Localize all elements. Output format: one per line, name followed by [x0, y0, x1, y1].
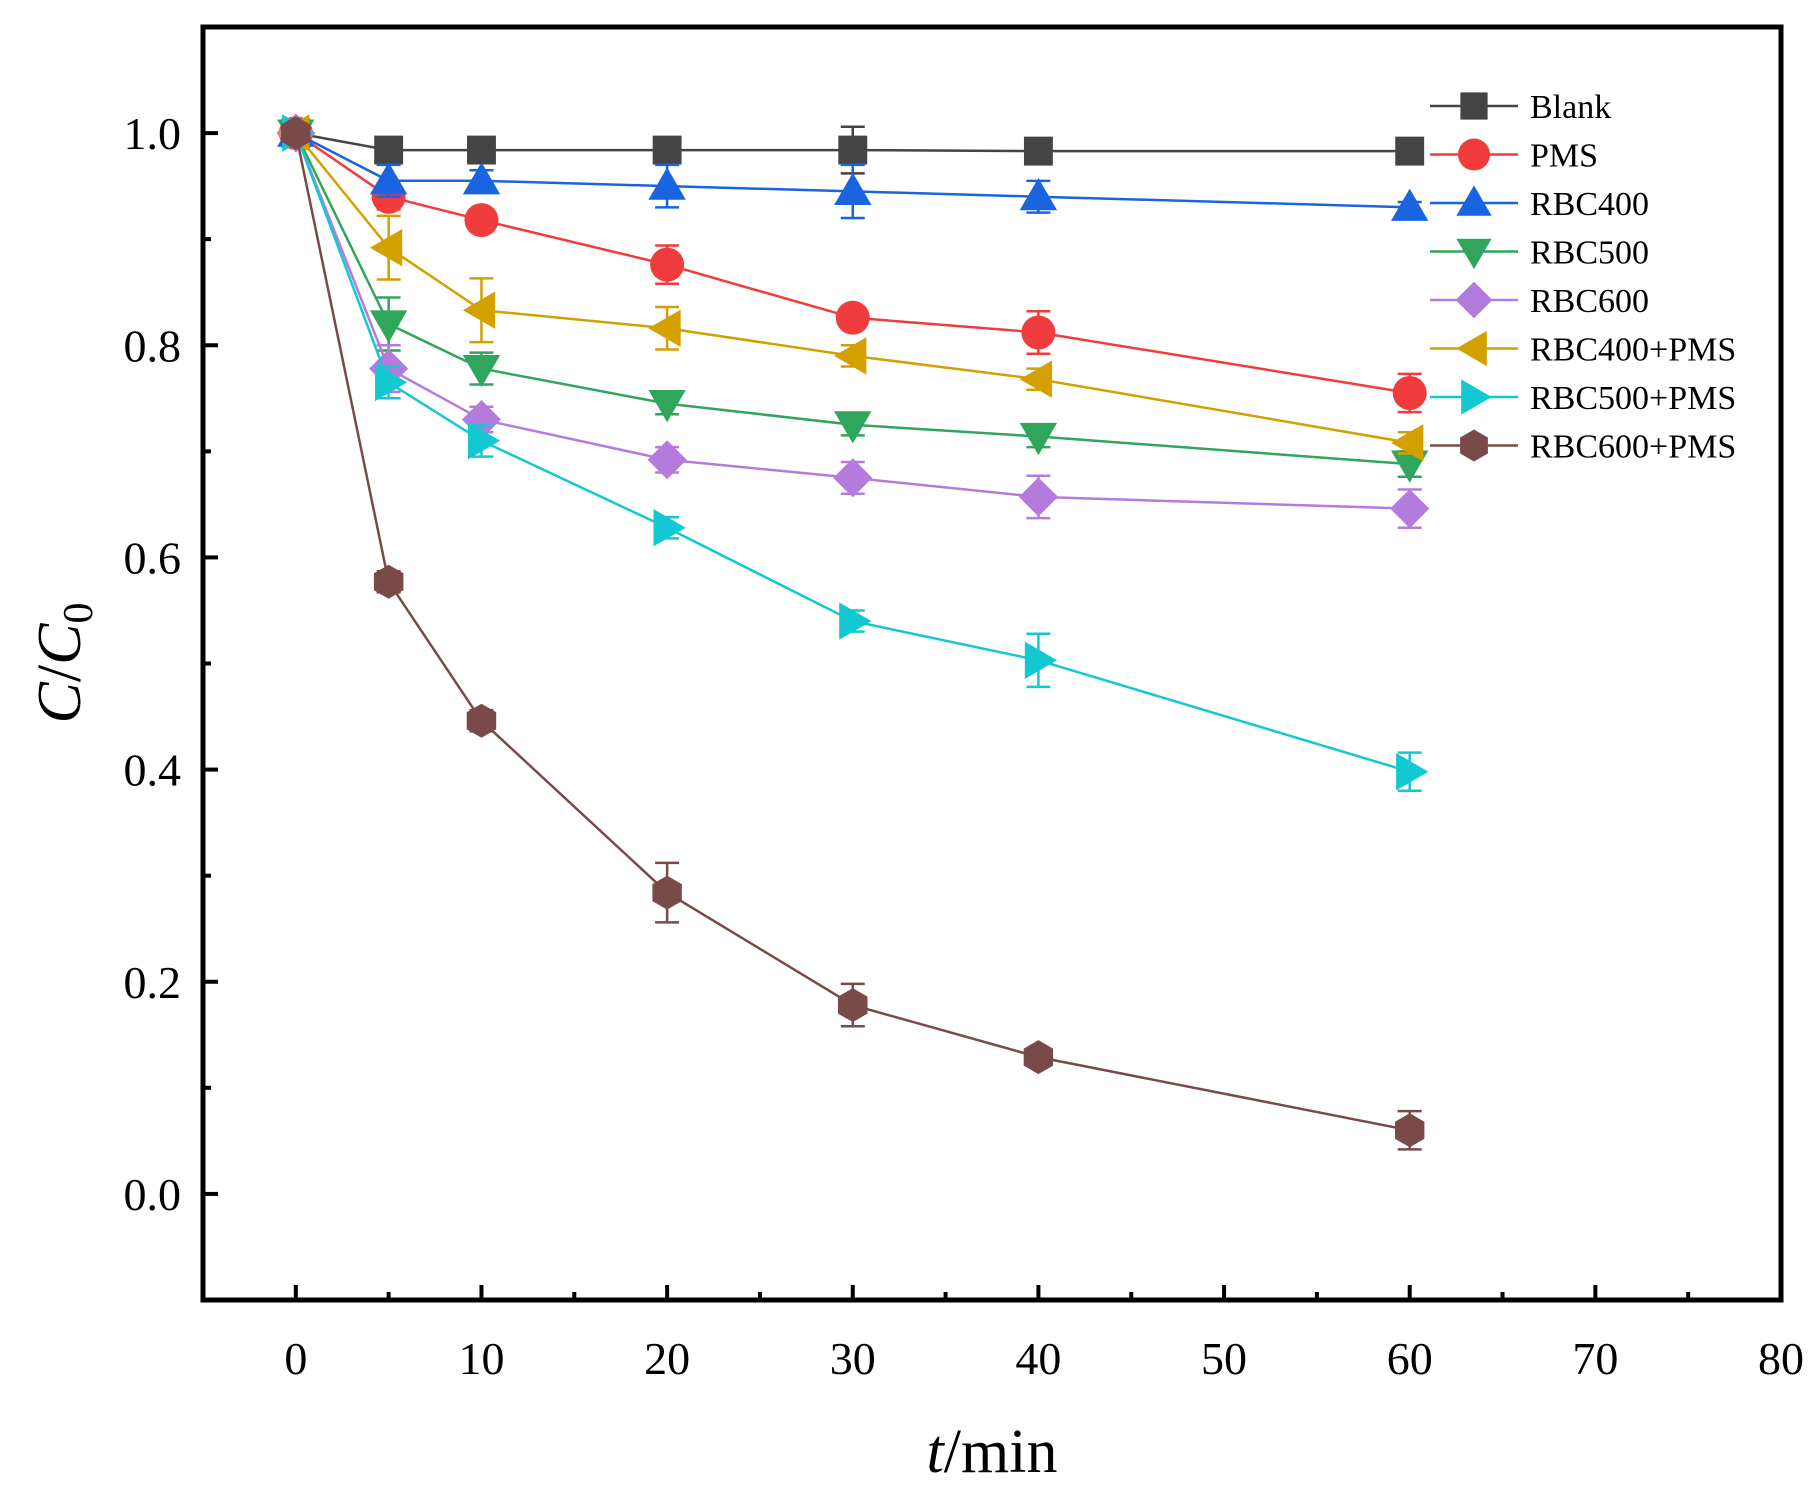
- legend-item: Blank: [1430, 89, 1611, 126]
- data-point: [1019, 360, 1052, 398]
- series-rbc500-plus-pms: [282, 114, 1429, 793]
- legend-label: Blank: [1530, 89, 1611, 126]
- data-point: [652, 875, 682, 910]
- legend-marker: [1458, 138, 1490, 171]
- data-point: [838, 988, 868, 1023]
- legend-label: RBC600: [1530, 283, 1649, 320]
- legend-marker: [1460, 429, 1488, 462]
- data-point: [1019, 178, 1058, 211]
- x-tick-label: 30: [830, 1333, 876, 1384]
- y-tick-label: 1.0: [124, 108, 182, 159]
- legend-marker: [1455, 281, 1493, 319]
- ticks-layer: 0 10 20 30 40 50 60 70 80 0.0 0.2 0.4 0.6 0.8 1.0: [124, 108, 1805, 1384]
- x-tick-label: 50: [1201, 1333, 1247, 1384]
- legend-marker: [1456, 330, 1487, 367]
- data-point: [647, 440, 687, 480]
- data-point: [1024, 641, 1058, 679]
- data-point: [281, 116, 311, 151]
- data-point: [1019, 422, 1058, 456]
- data-point: [648, 167, 686, 200]
- y-axis-label: C/C0: [26, 603, 102, 724]
- legend-item: RBC500: [1430, 235, 1649, 272]
- data-point: [467, 422, 501, 460]
- y-tick-label: 0.4: [124, 745, 182, 796]
- legend-marker: [1461, 379, 1492, 415]
- series-rbc400: [277, 114, 1429, 221]
- legend-label: RBC500: [1530, 235, 1649, 272]
- legend-label: RBC500+PMS: [1530, 380, 1736, 417]
- data-point: [648, 390, 686, 423]
- data-point: [839, 602, 872, 640]
- data-point: [462, 355, 501, 388]
- x-axis-label: t/min: [927, 1418, 1058, 1485]
- data-point: [462, 162, 501, 195]
- data-point: [1395, 136, 1425, 166]
- data-point: [375, 363, 408, 402]
- data-point: [648, 309, 681, 347]
- data-point: [650, 247, 685, 282]
- data-point: [653, 509, 686, 547]
- legend-label: RBC400+PMS: [1530, 332, 1736, 369]
- legend-marker: [1460, 92, 1488, 120]
- data-point: [373, 564, 404, 599]
- legend-marker: [1456, 185, 1492, 216]
- legend-item: PMS: [1430, 138, 1598, 175]
- legend-item: RBC600: [1430, 281, 1649, 320]
- data-point: [838, 135, 868, 165]
- data-point: [461, 400, 501, 440]
- data-point: [467, 135, 496, 165]
- y-tick-label: 0.0: [124, 1169, 182, 1220]
- x-tick-label: 60: [1387, 1333, 1433, 1384]
- data-point: [1392, 375, 1427, 410]
- data-point: [835, 300, 870, 335]
- legend-marker: [1456, 238, 1492, 270]
- data-point: [1023, 136, 1053, 166]
- legend: Blank PMS RBC400 RBC500 RBC600 RBC400+PMS RBC5…: [1430, 89, 1736, 466]
- legend-label: RBC400: [1530, 186, 1649, 223]
- data-point: [369, 162, 408, 195]
- series-layer: [276, 113, 1430, 1151]
- series-rbc500: [277, 119, 1429, 483]
- data-point: [1396, 753, 1429, 791]
- data-point: [834, 411, 872, 444]
- data-point: [1391, 188, 1429, 221]
- y-tick-label: 0.8: [124, 320, 182, 371]
- data-point: [1018, 477, 1058, 517]
- data-point: [833, 458, 873, 498]
- legend-item: RBC600+PMS: [1430, 429, 1736, 466]
- data-point: [369, 229, 403, 267]
- legend-label: PMS: [1530, 138, 1598, 175]
- series-rbc400-plus-pms: [277, 114, 1424, 462]
- data-point: [834, 172, 872, 205]
- x-tick-label: 80: [1758, 1333, 1804, 1384]
- data-point: [1390, 489, 1430, 529]
- y-tick-label: 0.6: [124, 532, 182, 583]
- y-tick-label: 0.2: [124, 957, 182, 1008]
- x-tick-label: 40: [1015, 1333, 1061, 1384]
- legend-item: RBC400: [1430, 185, 1649, 223]
- legend-item: RBC400+PMS: [1430, 330, 1736, 369]
- x-tick-label: 10: [458, 1333, 504, 1384]
- data-point: [1023, 1040, 1054, 1075]
- data-point: [464, 203, 499, 238]
- data-point: [1395, 1113, 1425, 1148]
- data-point: [652, 135, 682, 165]
- data-point: [466, 703, 497, 738]
- legend-label: RBC600+PMS: [1530, 429, 1736, 466]
- legend-item: RBC500+PMS: [1430, 379, 1736, 417]
- data-point: [369, 310, 408, 343]
- data-point: [462, 291, 496, 329]
- x-tick-label: 20: [644, 1333, 690, 1384]
- x-tick-label: 0: [284, 1333, 307, 1384]
- data-point: [1391, 424, 1424, 462]
- x-tick-label: 70: [1572, 1333, 1618, 1384]
- data-point: [1021, 315, 1056, 350]
- series-rbc600-plus-pms: [281, 116, 1425, 1151]
- data-point: [834, 337, 867, 375]
- data-point: [374, 135, 404, 165]
